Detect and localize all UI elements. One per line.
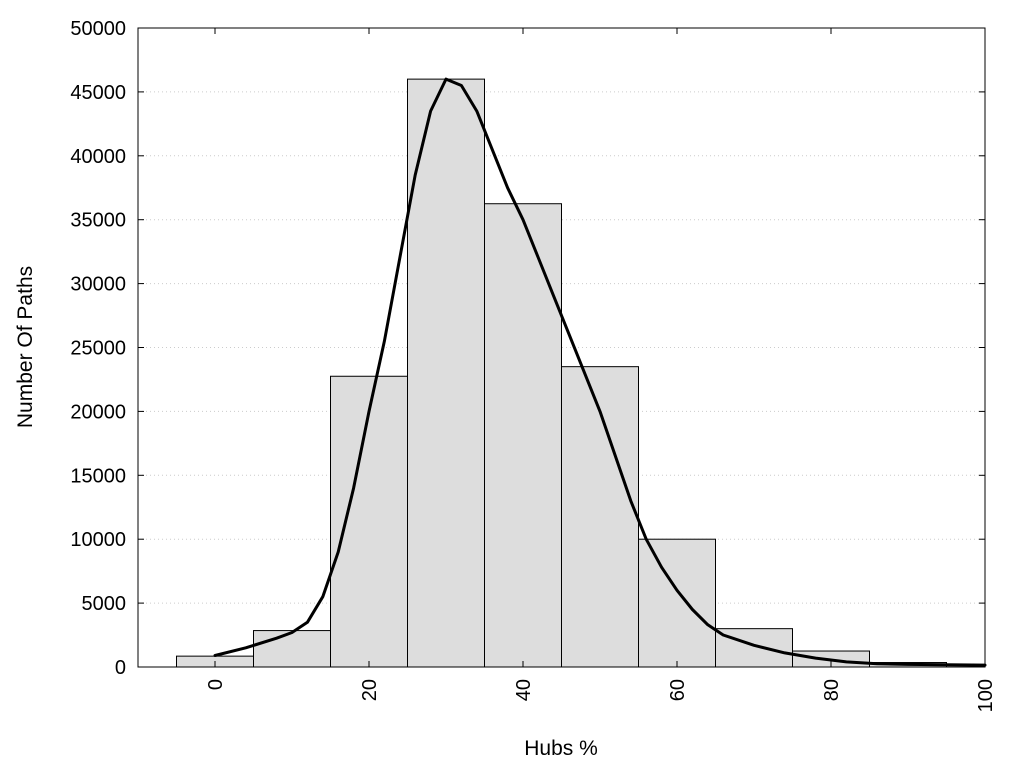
x-tick-label: 0 bbox=[205, 679, 227, 690]
x-tick-label: 100 bbox=[975, 679, 997, 712]
histogram-bar bbox=[638, 538, 716, 668]
y-tick-label: 35000 bbox=[70, 210, 126, 232]
x-axis-ticks: 0 20 40 60 80 100 bbox=[205, 28, 997, 712]
x-tick-label: 20 bbox=[359, 679, 381, 701]
curve-layer bbox=[213, 77, 987, 667]
density-curve bbox=[213, 77, 987, 667]
histogram-bar bbox=[715, 628, 793, 668]
y-tick-label: 45000 bbox=[70, 82, 126, 104]
histogram-bar bbox=[330, 375, 408, 668]
histogram-bar bbox=[407, 78, 485, 668]
bars-layer bbox=[176, 78, 986, 668]
x-tick-label: 80 bbox=[821, 679, 843, 701]
histogram-bar bbox=[253, 630, 331, 668]
y-axis-title: Number Of Paths bbox=[14, 266, 37, 428]
y-tick-label: 0 bbox=[115, 657, 126, 679]
y-tick-label: 10000 bbox=[70, 529, 126, 551]
y-axis-ticks: 0 5000 10000 15000 20000 25000 30000 35000 40000… bbox=[70, 18, 985, 679]
y-tick-label: 30000 bbox=[70, 274, 126, 296]
y-tick-label: 25000 bbox=[70, 338, 126, 360]
y-tick-label: 5000 bbox=[82, 593, 127, 615]
x-tick-label: 60 bbox=[667, 679, 689, 701]
y-tick-label: 40000 bbox=[70, 146, 126, 168]
y-tick-label: 20000 bbox=[70, 401, 126, 423]
y-tick-label: 50000 bbox=[70, 18, 126, 40]
x-axis-title: Hubs % bbox=[524, 737, 598, 760]
y-tick-label: 15000 bbox=[70, 465, 126, 487]
histogram-bar bbox=[484, 203, 562, 668]
x-tick-label: 40 bbox=[513, 679, 535, 701]
